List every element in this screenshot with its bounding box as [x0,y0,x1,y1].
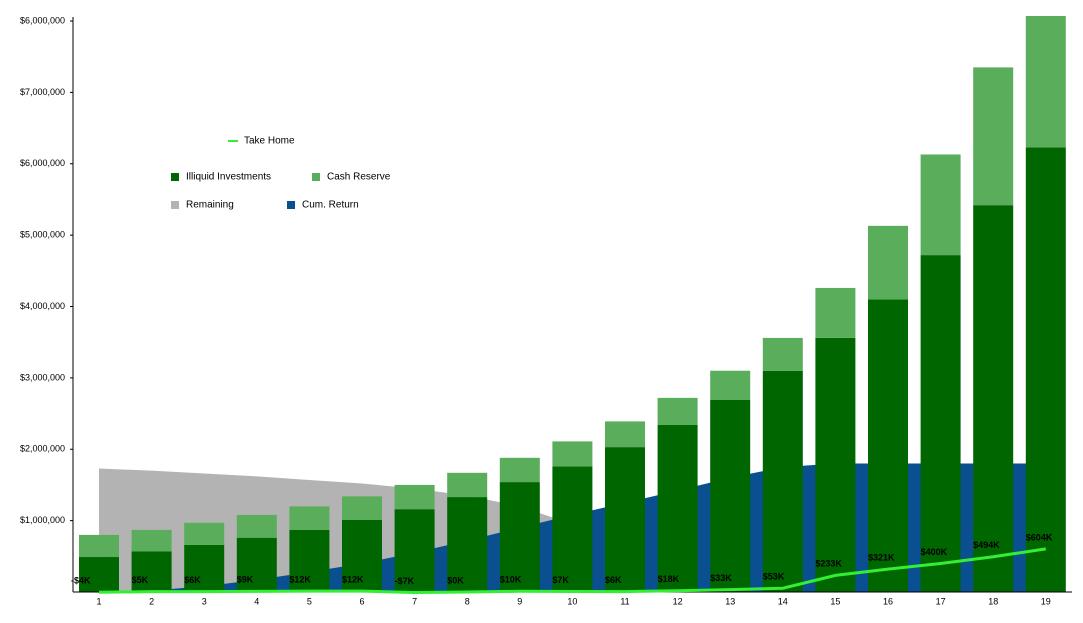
y-tick-label: $6,000,000 [20,15,65,25]
bar [657,397,698,425]
bar [920,255,961,593]
bar [868,299,908,592]
value-label: $321K [868,552,895,562]
value-label: $10K [500,575,522,585]
bar [289,506,330,530]
value-label: $0K [447,575,464,585]
value-label: $604K [1026,532,1053,542]
legend-swatch [287,201,295,209]
value-label: $18K [658,574,680,584]
bar [973,67,1014,206]
x-tick-label: 19 [1041,596,1051,606]
bar [342,496,382,520]
x-tick-label: 1 [96,596,101,606]
value-label: $12K [289,575,311,585]
bar [657,424,698,592]
y-tick-label: $4,000,000 [20,301,65,311]
x-tick-label: 16 [883,596,893,606]
x-tick-label: 15 [830,596,840,606]
x-tick-label: 6 [359,596,364,606]
value-label: $494K [973,540,1000,550]
bar [762,370,803,592]
x-tick-label: 17 [936,596,946,606]
bar [710,400,751,592]
bar [1025,147,1066,593]
bar [499,457,540,483]
bar [236,537,277,592]
value-label: $9K [237,575,254,585]
value-label: $5K [132,575,149,585]
y-tick-label: $2,000,000 [20,444,65,454]
bar [815,287,856,338]
value-label: $6K [184,575,201,585]
x-tick-label: 7 [412,596,417,606]
bar [710,370,751,401]
line [98,547,1047,594]
x-tick-label: 9 [517,596,522,606]
x-tick-label: 12 [673,596,683,606]
legend-swatch [312,173,320,181]
bar [815,337,856,592]
x-tick-label: 18 [988,596,998,606]
bar [605,447,645,592]
bar [605,421,645,448]
y-tick-label: $7,000,000 [20,87,65,97]
y-tick-label: $6,000,000 [20,158,65,168]
legend-label: Take Home [244,136,295,147]
bar [342,519,382,592]
bar [131,529,172,552]
value-label: $400K [921,547,948,557]
x-tick-label: 10 [567,596,577,606]
bar [868,225,908,300]
bar [447,472,488,498]
y-tick-label: $5,000,000 [20,230,65,240]
value-label: $7K [552,575,569,585]
bar [394,484,435,510]
x-tick-label: 3 [202,596,207,606]
bar [131,551,172,592]
x-tick-label: 11 [620,596,629,606]
value-label: $233K [815,559,842,569]
value-label: -$4K [71,576,91,586]
value-label: $53K [763,572,785,582]
bar [289,529,330,592]
value-label: $12K [342,575,364,585]
x-tick-label: 14 [778,596,788,606]
y-tick-label: $1,000,000 [20,515,65,525]
bar [762,337,803,371]
bar [1025,16,1066,148]
legend-label: Illiquid Investments [186,172,271,183]
bar [552,441,593,467]
legend-label: Cash Reserve [327,172,391,183]
x-tick-label: 4 [254,596,259,606]
legend-label: Remaining [186,200,234,211]
bar [184,522,225,545]
y-tick-label: $3,000,000 [20,372,65,382]
x-tick-label: 8 [465,596,470,606]
legend-swatch [171,173,179,181]
value-label: -$7K [395,576,415,586]
bar [79,534,119,558]
x-tick-label: 2 [149,596,154,606]
x-tick-label: 5 [307,596,312,606]
bar [552,466,593,592]
x-tick-label: 13 [725,596,735,606]
bar [973,205,1014,592]
bar [184,544,225,592]
bar [499,482,540,592]
value-label: $6K [605,575,622,585]
bar [920,154,961,256]
bar [236,514,277,538]
bar [79,557,119,592]
bar [447,497,488,592]
legend-swatch [171,201,179,209]
value-label: $33K [710,573,732,583]
legend-label: Cum. Return [302,200,359,211]
bar [394,509,435,592]
